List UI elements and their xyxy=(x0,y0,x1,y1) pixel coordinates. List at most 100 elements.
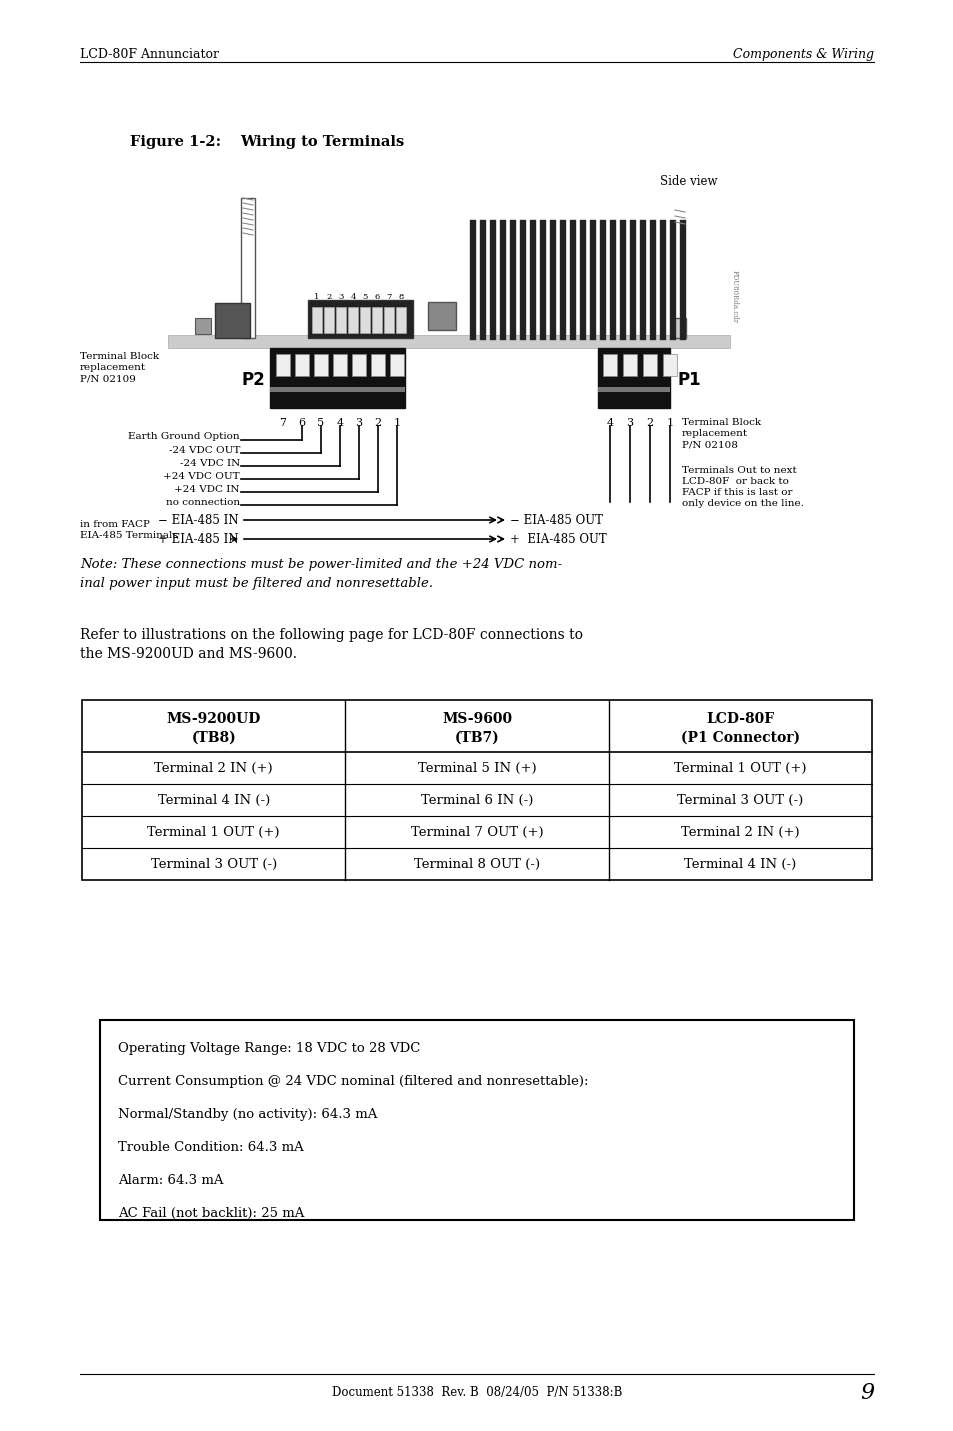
Text: 6: 6 xyxy=(374,293,379,301)
Bar xyxy=(569,220,576,341)
Text: − EIA-485 OUT: − EIA-485 OUT xyxy=(510,514,602,527)
Text: Earth Ground Option: Earth Ground Option xyxy=(129,432,240,441)
Text: 4: 4 xyxy=(336,418,343,428)
Bar xyxy=(214,303,250,338)
Text: Terminal 1 OUT (+): Terminal 1 OUT (+) xyxy=(148,826,279,839)
Text: Terminal 5 IN (+): Terminal 5 IN (+) xyxy=(417,761,536,776)
Text: 2: 2 xyxy=(646,418,653,428)
Text: FACP if this is last or: FACP if this is last or xyxy=(681,488,792,497)
Bar xyxy=(372,308,381,333)
Text: Alarm: 64.3 mA: Alarm: 64.3 mA xyxy=(118,1173,223,1186)
Text: replacement: replacement xyxy=(80,363,146,372)
Bar xyxy=(659,220,665,341)
Text: P/N 02109: P/N 02109 xyxy=(80,373,135,384)
Text: Normal/Standby (no activity): 64.3 mA: Normal/Standby (no activity): 64.3 mA xyxy=(118,1108,377,1120)
Text: P2: P2 xyxy=(241,371,265,389)
Text: Refer to illustrations on the following page for LCD-80F connections to
the MS-9: Refer to illustrations on the following … xyxy=(80,628,582,661)
Bar xyxy=(270,386,405,392)
Bar xyxy=(598,386,669,392)
Bar xyxy=(598,348,669,408)
Text: Terminal 3 OUT (-): Terminal 3 OUT (-) xyxy=(677,794,802,807)
Text: MS-9600: MS-9600 xyxy=(441,713,512,726)
Text: Wiring to Terminals: Wiring to Terminals xyxy=(240,135,404,149)
Text: in from FACP: in from FACP xyxy=(80,519,150,529)
Text: 5: 5 xyxy=(362,293,367,301)
Bar xyxy=(384,308,394,333)
Bar xyxy=(294,353,309,376)
Bar xyxy=(314,353,328,376)
Text: Terminal 2 IN (+): Terminal 2 IN (+) xyxy=(154,761,273,776)
Bar xyxy=(390,353,403,376)
Bar xyxy=(649,220,656,341)
Bar xyxy=(395,308,406,333)
Text: +  EIA-485 OUT: + EIA-485 OUT xyxy=(510,532,606,547)
Bar xyxy=(550,220,556,341)
Text: Terminal 4 IN (-): Terminal 4 IN (-) xyxy=(157,794,270,807)
Text: + EIA-485 IN: + EIA-485 IN xyxy=(158,532,239,547)
Bar xyxy=(619,220,625,341)
Bar xyxy=(589,220,596,341)
Bar xyxy=(559,220,565,341)
Bar xyxy=(629,220,636,341)
Text: 7: 7 xyxy=(279,418,286,428)
Bar xyxy=(599,220,605,341)
Bar xyxy=(499,220,505,341)
Text: replacement: replacement xyxy=(681,429,747,438)
Text: LCD-80F  or back to: LCD-80F or back to xyxy=(681,477,788,487)
Text: Note: These connections must be power-limited and the +24 VDC nom-
inal power in: Note: These connections must be power-li… xyxy=(80,558,561,590)
Bar xyxy=(490,220,496,341)
Bar xyxy=(602,353,617,376)
Text: 1: 1 xyxy=(393,418,400,428)
Text: 3: 3 xyxy=(626,418,633,428)
Text: Terminal 2 IN (+): Terminal 2 IN (+) xyxy=(680,826,799,839)
Text: 5: 5 xyxy=(317,418,324,428)
Text: EIA-485 Terminals: EIA-485 Terminals xyxy=(80,531,177,539)
Text: Terminal Block: Terminal Block xyxy=(80,352,159,361)
Text: 3: 3 xyxy=(338,293,343,301)
Bar xyxy=(324,308,334,333)
Bar xyxy=(270,348,405,408)
Text: Terminal 3 OUT (-): Terminal 3 OUT (-) xyxy=(151,859,276,871)
Text: -24 VDC IN: -24 VDC IN xyxy=(179,459,240,468)
Text: LCD-80F Annunciator: LCD-80F Annunciator xyxy=(80,49,219,62)
Text: 4: 4 xyxy=(606,418,613,428)
Text: 7: 7 xyxy=(386,293,392,301)
Bar xyxy=(519,220,525,341)
Text: (TB7): (TB7) xyxy=(455,731,498,746)
Text: only device on the line.: only device on the line. xyxy=(681,499,803,508)
Text: Terminal 8 OUT (-): Terminal 8 OUT (-) xyxy=(414,859,539,871)
Text: 2: 2 xyxy=(326,293,332,301)
Text: Terminal Block: Terminal Block xyxy=(681,418,760,426)
Bar xyxy=(371,353,385,376)
Text: Terminal 1 OUT (+): Terminal 1 OUT (+) xyxy=(674,761,805,776)
Bar xyxy=(428,302,456,331)
Text: Document 51338  Rev. B  08/24/05  P/N 51338:B: Document 51338 Rev. B 08/24/05 P/N 51338… xyxy=(332,1387,621,1400)
Bar xyxy=(352,353,366,376)
Text: P1: P1 xyxy=(678,371,700,389)
Bar xyxy=(194,318,211,333)
Text: 2: 2 xyxy=(374,418,381,428)
Text: − EIA-485 IN: − EIA-485 IN xyxy=(158,514,239,527)
Text: 9: 9 xyxy=(859,1382,873,1404)
Bar xyxy=(642,353,657,376)
Text: Trouble Condition: 64.3 mA: Trouble Condition: 64.3 mA xyxy=(118,1141,303,1153)
Text: (TB8): (TB8) xyxy=(192,731,235,746)
Bar xyxy=(82,700,871,880)
Bar xyxy=(348,308,357,333)
Bar xyxy=(669,220,676,341)
Bar xyxy=(679,220,685,341)
Bar xyxy=(539,220,545,341)
Text: 1: 1 xyxy=(666,418,673,428)
Text: Terminal 6 IN (-): Terminal 6 IN (-) xyxy=(420,794,533,807)
Text: 6: 6 xyxy=(298,418,305,428)
Text: MS-9200UD: MS-9200UD xyxy=(167,713,260,726)
Text: +24 VDC IN: +24 VDC IN xyxy=(174,485,240,494)
Text: Terminal 4 IN (-): Terminal 4 IN (-) xyxy=(683,859,796,871)
Text: P/N 02108: P/N 02108 xyxy=(681,439,737,449)
Bar xyxy=(622,353,637,376)
Bar xyxy=(335,308,346,333)
Text: FDU80Rda.cdr: FDU80Rda.cdr xyxy=(730,270,739,323)
Text: Components & Wiring: Components & Wiring xyxy=(732,49,873,62)
Bar xyxy=(308,301,413,338)
Bar xyxy=(510,220,516,341)
